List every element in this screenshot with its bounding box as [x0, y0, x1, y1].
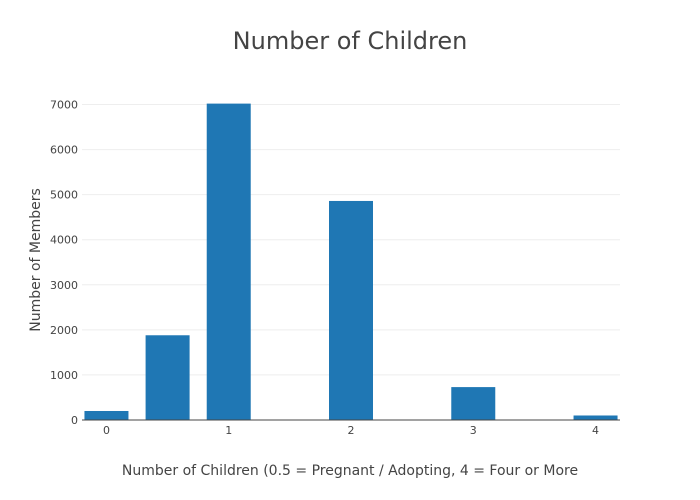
- x-tick-label: 1: [225, 424, 232, 437]
- x-axis-ticks: 0 1 2 3 4: [103, 424, 599, 437]
- y-tick-label: 3000: [50, 279, 78, 292]
- y-tick-label: 5000: [50, 189, 78, 202]
- bar: [573, 415, 618, 420]
- y-tick-label: 0: [71, 414, 78, 427]
- bar: [145, 335, 190, 420]
- x-tick-label: 2: [348, 424, 355, 437]
- y-axis-ticks: 0 1000 2000 3000 4000 5000 6000 7000: [50, 99, 78, 427]
- y-tick-label: 2000: [50, 324, 78, 337]
- chart-title: Number of Children: [233, 27, 468, 55]
- bar: [451, 387, 496, 420]
- y-tick-label: 7000: [50, 99, 78, 112]
- bar: [329, 200, 373, 420]
- y-tick-label: 6000: [50, 144, 78, 157]
- y-tick-label: 1000: [50, 369, 78, 382]
- y-tick-label: 4000: [50, 234, 78, 247]
- x-tick-label: 4: [592, 424, 599, 437]
- x-tick-label: 0: [103, 424, 110, 437]
- bar: [206, 103, 251, 420]
- bar: [84, 410, 129, 420]
- bars: [84, 103, 618, 420]
- x-tick-label: 3: [470, 424, 477, 437]
- x-axis-label: Number of Children (0.5 = Pregnant / Ado…: [122, 463, 578, 479]
- y-axis-label: Number of Members: [28, 188, 44, 332]
